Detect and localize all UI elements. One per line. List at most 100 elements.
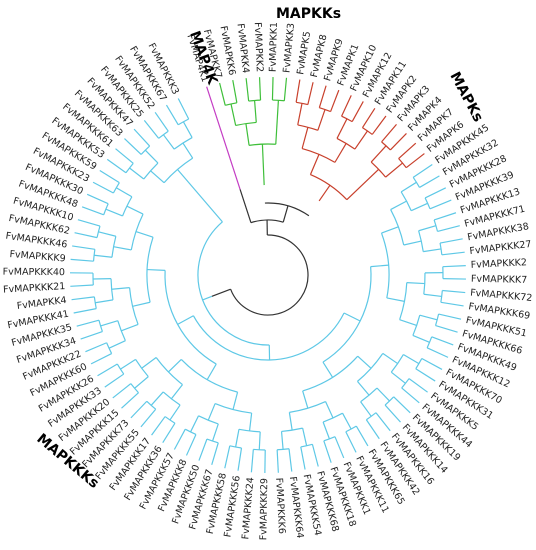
branch	[442, 265, 466, 268]
branch	[295, 79, 301, 103]
leaf-label: FvMAPKKK29	[258, 478, 270, 540]
branch-arc	[111, 236, 117, 258]
branch	[412, 163, 433, 178]
branch	[98, 231, 117, 237]
branch	[141, 357, 157, 369]
branch	[92, 181, 114, 194]
branch	[438, 313, 462, 320]
branch	[165, 104, 179, 126]
branch	[389, 133, 407, 151]
branch	[104, 373, 125, 388]
branch	[77, 219, 101, 227]
branch	[71, 296, 95, 301]
branch	[301, 127, 309, 149]
branch-arc	[177, 118, 189, 126]
branch	[167, 358, 182, 373]
branch	[73, 308, 97, 314]
branch-arc	[249, 143, 276, 146]
branch	[134, 376, 149, 389]
leaf-label: FvMAPKKK40	[3, 267, 65, 279]
branch	[115, 187, 133, 198]
branch-arc	[103, 203, 109, 215]
branch	[435, 324, 458, 333]
branch	[85, 342, 107, 353]
branch	[433, 212, 457, 221]
branch	[375, 412, 391, 432]
branch	[105, 208, 123, 217]
branch	[250, 449, 254, 473]
branch	[288, 448, 293, 472]
branch	[330, 89, 340, 112]
leaf-label: FvMAPKKK21	[3, 281, 66, 296]
branch	[423, 248, 442, 253]
branch	[336, 118, 348, 139]
branch	[70, 284, 94, 287]
branch	[147, 268, 166, 271]
branch-arc	[341, 115, 353, 123]
backbone	[282, 205, 289, 223]
branch-arc	[297, 124, 319, 131]
branch	[207, 403, 216, 421]
branch	[162, 134, 175, 150]
leaf-label: FvMAPKKK7	[471, 274, 527, 286]
branch	[322, 421, 330, 440]
branch-arc	[238, 428, 261, 433]
branch	[421, 357, 443, 370]
branch	[370, 264, 389, 268]
branch	[154, 111, 169, 132]
branch	[302, 427, 308, 446]
clade-stem	[202, 295, 213, 301]
branch	[355, 425, 369, 447]
branch-arc	[302, 355, 359, 392]
branch	[258, 431, 261, 450]
branch-arc	[180, 358, 238, 393]
branch	[356, 381, 370, 396]
branch-arc	[116, 363, 125, 375]
branch	[219, 82, 226, 106]
branch	[408, 378, 428, 393]
branch	[437, 225, 460, 232]
backbone	[211, 288, 231, 297]
branch	[76, 319, 100, 327]
branch	[177, 315, 194, 325]
branch	[120, 358, 136, 370]
branch	[133, 128, 151, 147]
backbone-arc	[230, 234, 309, 316]
branch	[235, 429, 240, 448]
branch	[370, 145, 387, 163]
branch	[111, 287, 130, 290]
branch	[342, 412, 352, 430]
branch	[121, 392, 139, 409]
branch	[245, 123, 250, 146]
branch	[376, 387, 390, 402]
branch	[403, 240, 422, 246]
branch	[357, 355, 372, 369]
group-label-mapkks: MAPKKs	[276, 6, 341, 22]
branch	[72, 245, 95, 250]
branch-arc	[357, 353, 384, 382]
branch-arc	[415, 358, 423, 370]
branch	[150, 391, 164, 406]
branch	[90, 353, 112, 365]
branch	[386, 297, 405, 302]
branch	[206, 363, 217, 380]
branch	[97, 363, 118, 377]
branch	[86, 193, 109, 205]
branch	[354, 130, 368, 150]
branch-arc	[192, 312, 345, 361]
leaf-label: FvMAPKKK9	[9, 249, 66, 264]
branch-arc	[225, 102, 237, 106]
branch	[412, 334, 430, 343]
branch	[385, 162, 403, 178]
branch	[441, 251, 465, 256]
branch	[112, 383, 132, 399]
branch	[297, 103, 303, 126]
branch	[318, 85, 327, 108]
branch	[170, 384, 183, 400]
branch	[126, 205, 144, 215]
branch	[280, 431, 284, 450]
leaf-label: FvMAPKKK72	[470, 288, 533, 304]
branch	[144, 149, 159, 164]
branch-arc	[197, 221, 270, 346]
